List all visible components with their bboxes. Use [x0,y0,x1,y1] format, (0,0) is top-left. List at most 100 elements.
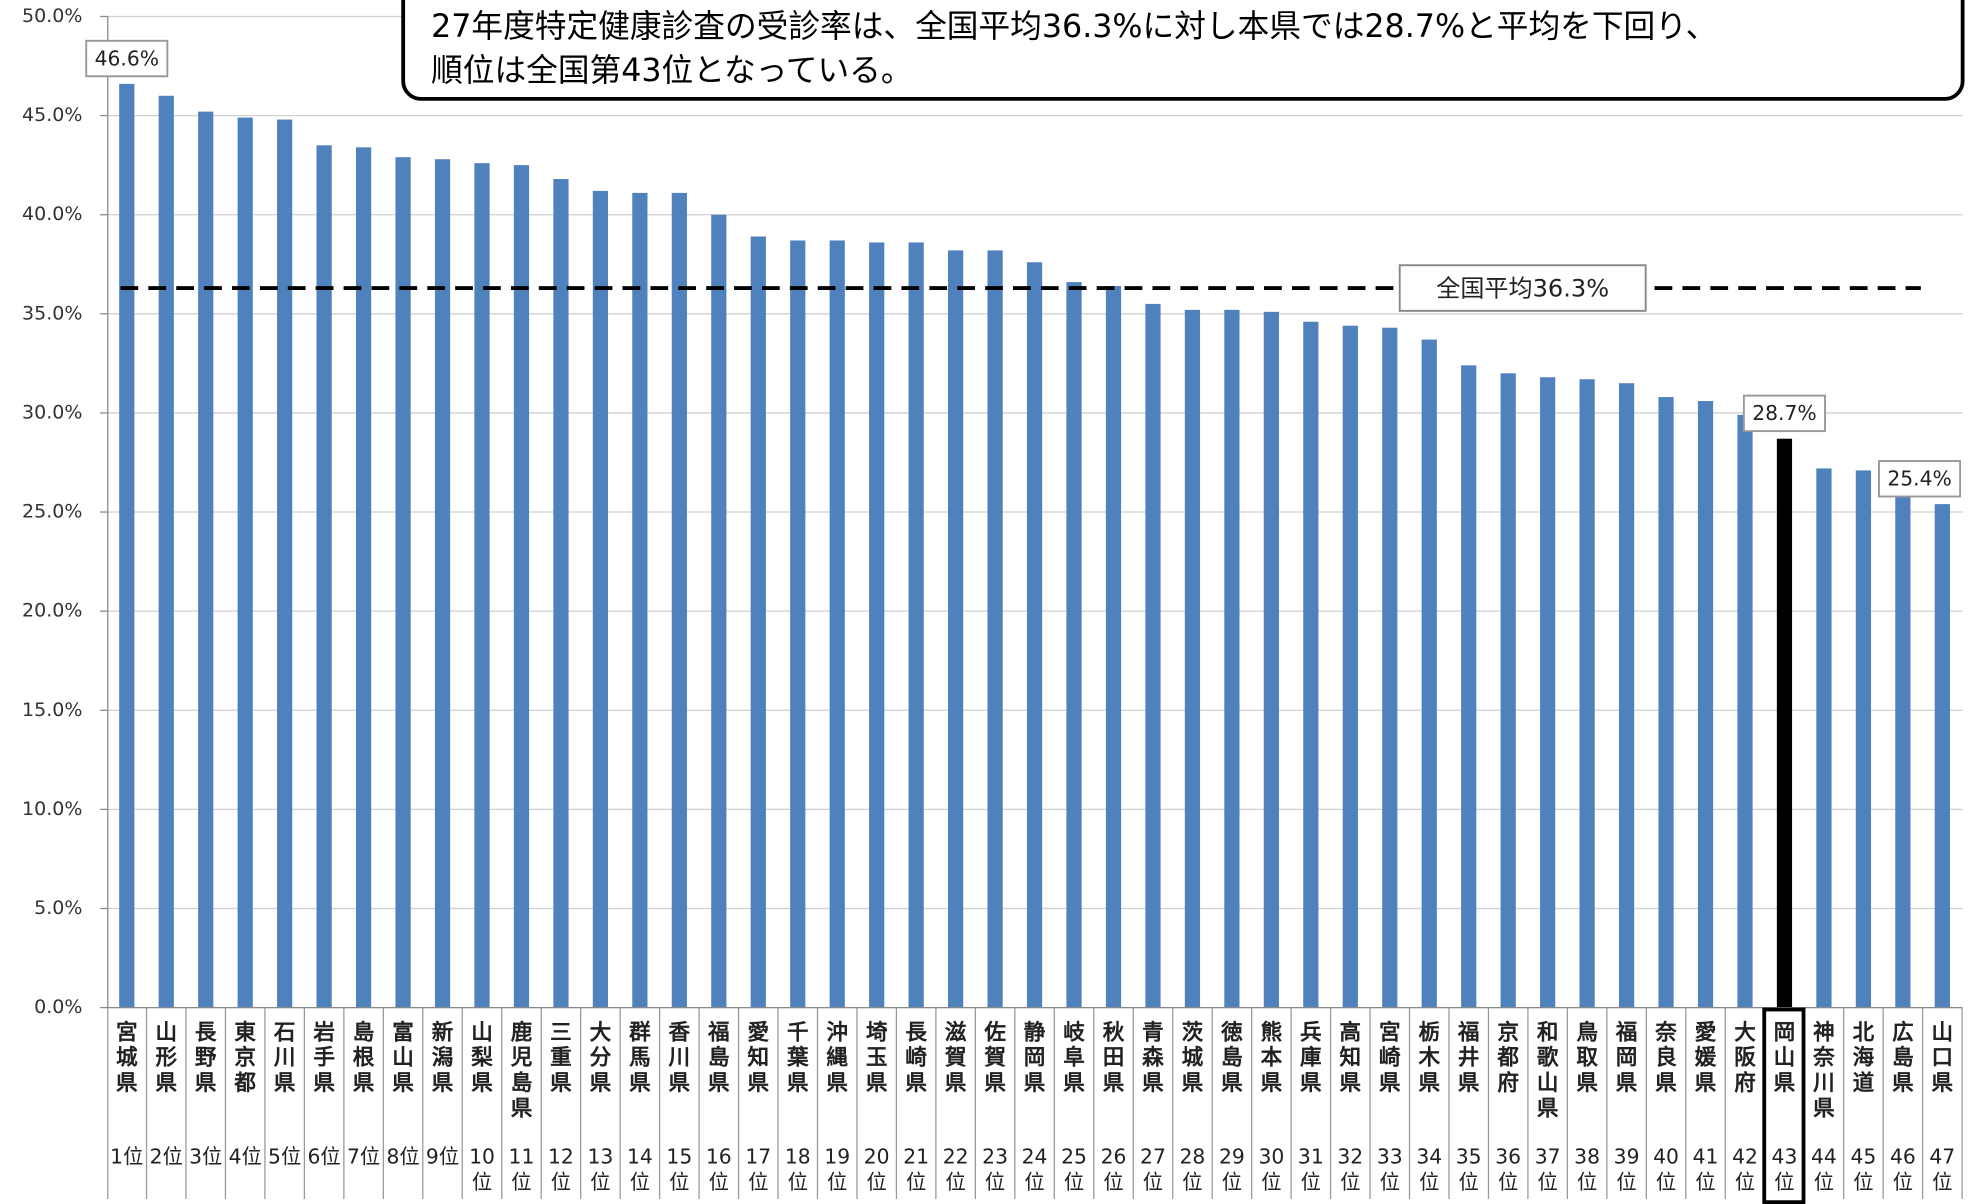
bar [1421,339,1437,1008]
category-label: 大阪府 [1734,1020,1756,1097]
rank-label: 2位 [149,1144,183,1169]
bar [1066,282,1082,1008]
category-label: 香川県 [668,1020,691,1097]
bar [1895,496,1911,1008]
category-label: 長野県 [194,1020,217,1097]
rank-label: 26位 [1100,1144,1127,1194]
bar [1184,309,1201,1008]
data-label: 46.6% [95,46,159,70]
bar [1224,309,1240,1008]
category-label: 東京都 [234,1020,256,1097]
category-label: 広島県 [1892,1020,1914,1097]
bar [987,250,1003,1008]
y-tick-label: 20.0% [22,600,82,622]
bar [1697,401,1714,1008]
y-tick-label: 35.0% [22,302,82,324]
bar [1263,311,1279,1008]
rank-label: 13位 [587,1144,614,1194]
rank-label: 47位 [1929,1144,1956,1194]
rank-label: 7位 [346,1144,381,1169]
category-label: 山口県 [1931,1020,1954,1097]
bar [1026,262,1043,1008]
category-label: 茨城県 [1181,1020,1204,1097]
rank-label: 5位 [268,1144,302,1169]
category-label: 愛媛県 [1694,1020,1717,1097]
y-tick-label: 30.0% [22,401,82,423]
category-label: 熊本県 [1260,1020,1283,1097]
rank-label: 3位 [189,1144,223,1169]
category-label: 宮崎県 [1378,1020,1401,1097]
bar [1303,321,1319,1008]
rank-label: 33位 [1376,1144,1403,1194]
category-label: 沖縄県 [826,1020,848,1097]
bar [1737,414,1753,1008]
bar [1382,327,1398,1008]
y-tick-label: 40.0% [22,203,82,225]
rank-label: 43位 [1771,1144,1798,1194]
bar [316,145,332,1008]
bar [1500,373,1516,1008]
category-label: 岐阜県 [1063,1020,1085,1097]
rank-label: 20位 [863,1144,890,1194]
rank-label: 45位 [1850,1144,1877,1194]
category-label: 群馬県 [629,1020,651,1097]
category-label: 岩手県 [313,1020,335,1097]
bar [158,95,174,1008]
rank-label: 39位 [1613,1144,1640,1194]
data-label: 28.7% [1752,401,1816,425]
category-label: 岡山県 [1773,1020,1796,1097]
bar [119,83,135,1008]
category-label: 千葉県 [786,1020,809,1097]
bar [1658,397,1674,1008]
rank-label: 14位 [626,1144,653,1194]
bar [829,240,845,1008]
bar [237,117,253,1008]
rank-label: 36位 [1495,1144,1522,1194]
y-tick-label: 5.0% [34,897,82,919]
category-label: 三重県 [550,1020,572,1097]
bar [1618,383,1635,1008]
rank-label: 18位 [784,1144,811,1194]
title-line: 順位は全国第43位となっている。 [431,53,913,89]
rank-label: 34位 [1416,1144,1443,1194]
bar [355,147,372,1008]
rank-label: 17位 [745,1144,772,1194]
category-label: 青森県 [1142,1020,1164,1097]
category-label: 秋田県 [1102,1020,1125,1097]
bar [1579,379,1595,1008]
y-tick-label: 10.0% [22,798,82,820]
title-box [401,0,1965,101]
bar [198,111,214,1008]
rank-label: 27位 [1140,1144,1166,1194]
rank-label: 23位 [982,1144,1008,1194]
category-label: 北海道 [1852,1020,1875,1097]
category-label: 神奈川県 [1813,1020,1835,1122]
title-line: 27年度特定健康診査の受診率は、全国平均36.3%に対し本県では28.7%と平均… [431,9,1717,45]
category-label: 鹿児島県 [510,1020,533,1122]
rank-label: 32位 [1337,1144,1364,1194]
category-label: 島根県 [352,1020,375,1097]
bar [671,192,687,1008]
bar [513,165,530,1008]
rank-label: 11位 [508,1144,535,1194]
rank-label: 29位 [1218,1144,1245,1194]
category-label: 兵庫県 [1300,1020,1322,1097]
rank-label: 41位 [1692,1144,1719,1194]
reference-label-box [1398,264,1647,312]
bar [474,163,490,1008]
y-tick-label: 50.0% [22,5,82,27]
category-label: 新潟県 [431,1020,454,1097]
rank-label: 9位 [425,1144,460,1169]
category-label: 埼玉県 [865,1020,888,1097]
category-label: 高知県 [1339,1020,1362,1097]
bar [1934,504,1950,1008]
bar [1855,470,1872,1008]
bar [790,240,806,1008]
category-label: 鳥取県 [1576,1020,1598,1097]
bar [553,179,569,1008]
highlight-box [1762,1007,1807,1204]
category-label: 栃木県 [1418,1020,1441,1097]
y-tick-label: 25.0% [22,501,82,523]
